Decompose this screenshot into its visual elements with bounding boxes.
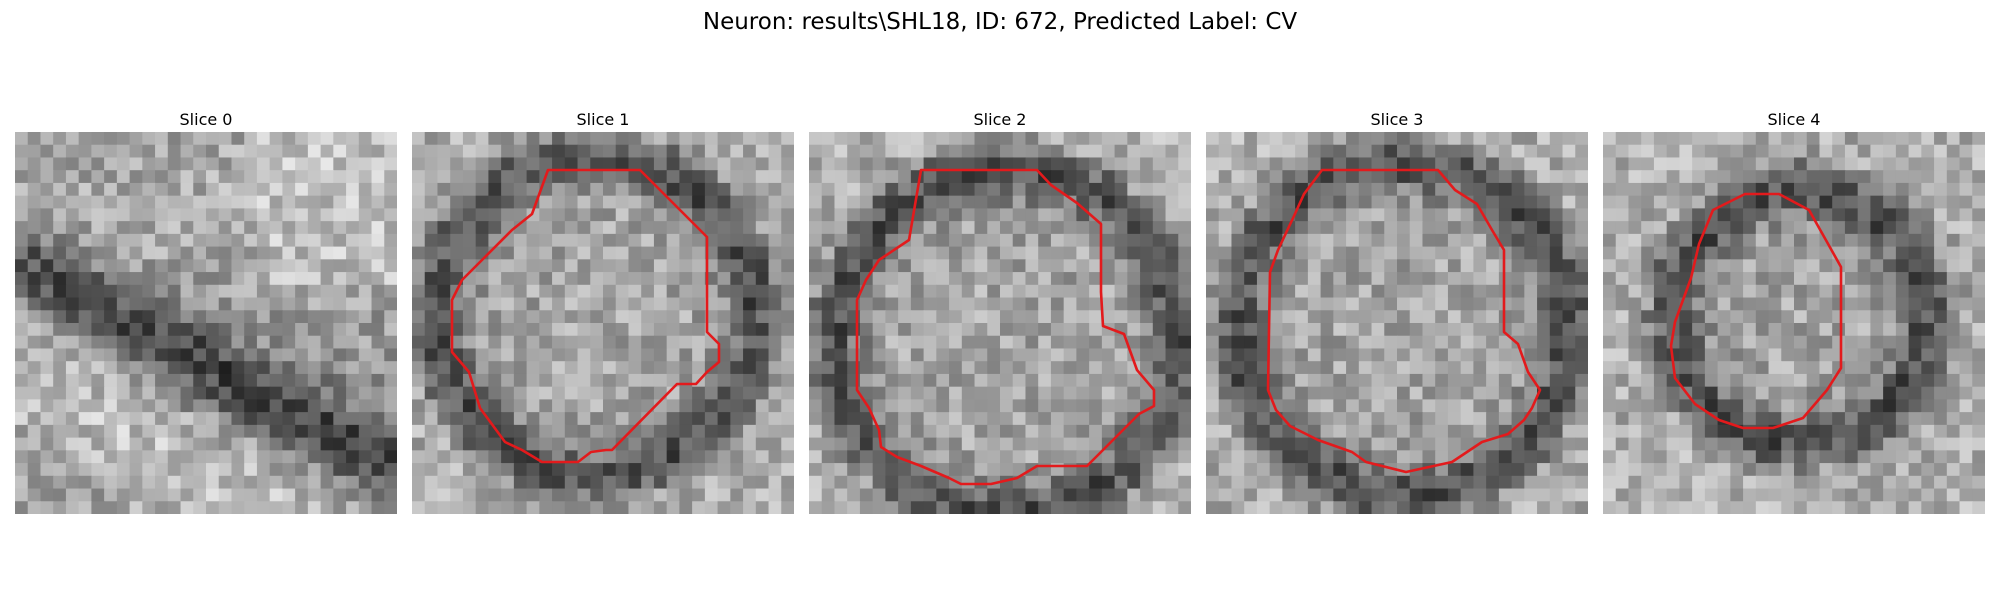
slice-title: Slice 0 [179,110,233,129]
segmentation-contour [855,168,1156,486]
slice-image [15,132,397,514]
slice-image [1206,132,1588,514]
pixel-grid [809,132,1191,514]
slice-panel-1: Slice 1 [412,108,794,514]
slice-panel-3: Slice 3 [1206,108,1588,514]
slice-title: Slice 1 [576,110,630,129]
figure-title: Neuron: results\SHL18, ID: 672, Predicte… [702,9,1298,35]
slice-panel-4: Slice 4 [1603,108,1985,514]
pixel-grid [412,132,794,514]
slice-image [809,132,1191,514]
slice-title: Slice 2 [973,110,1027,129]
segmentation-contour [1266,168,1542,474]
slice-image [1603,132,1985,514]
slice-title: Slice 4 [1767,110,1821,129]
pixel-grid [1603,132,1985,514]
pixel-grid [15,132,397,514]
slice-title: Slice 3 [1370,110,1424,129]
pixel-grid [1206,132,1588,514]
slice-panel-2: Slice 2 [809,108,1191,514]
slice-panel-0: Slice 0 [15,108,397,514]
slice-image [412,132,794,514]
segmentation-contour [450,168,721,464]
segmentation-contour [1669,192,1843,430]
